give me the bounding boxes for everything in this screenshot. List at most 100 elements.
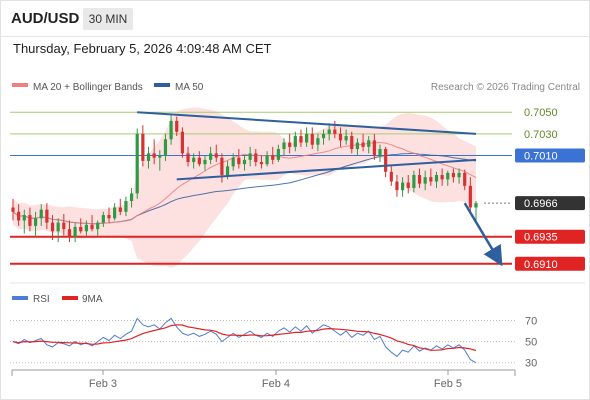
- candle-body: [118, 207, 122, 212]
- candle-body: [107, 215, 111, 219]
- ma20-legend-label: MA 20 + Bollinger Bands: [33, 82, 143, 93]
- candle-body: [56, 222, 60, 232]
- level-label-pivot: 0.7010: [524, 151, 558, 163]
- candle-body: [33, 218, 38, 226]
- moving-averages: [12, 141, 477, 225]
- candle-body: [321, 133, 326, 139]
- candle-body: [237, 157, 241, 165]
- candle-body: [50, 222, 55, 232]
- ma20-line: [12, 141, 477, 225]
- trendline: [176, 158, 477, 181]
- candle-body: [406, 182, 410, 188]
- time-tick-label: Feb 5: [434, 378, 462, 390]
- candle-body: [203, 159, 207, 165]
- level-label-support: 0.6910: [524, 259, 558, 271]
- candle-body: [468, 185, 472, 208]
- candle-body: [11, 207, 15, 212]
- level-label-support: 0.6935: [524, 232, 558, 244]
- candle-body: [152, 153, 156, 158]
- ma20-legend-swatch: [12, 83, 28, 87]
- candle-body: [73, 226, 77, 237]
- rsi-ma-line: [12, 324, 477, 352]
- candle-body: [361, 142, 365, 147]
- symbol-title: AUD/USD: [11, 10, 80, 27]
- candle-body: [440, 175, 444, 180]
- candle-body: [305, 133, 309, 143]
- time-axis: Feb 3 Feb 4 Feb 5: [11, 369, 516, 390]
- level-labels: 0.7050 0.7030 0.7010 0.6966 0.6935 0.6910: [515, 107, 585, 271]
- candle-body: [265, 155, 269, 165]
- candle-body: [197, 157, 201, 165]
- candle-body: [79, 226, 83, 232]
- chart-header: AUD/USD 30 MIN: [0, 0, 590, 36]
- key-levels: [10, 111, 512, 265]
- candle-body: [62, 222, 66, 230]
- candle-body: [316, 138, 320, 145]
- candle-body: [220, 157, 224, 176]
- candles: [11, 114, 478, 243]
- candle-body: [135, 133, 139, 194]
- candle-body: [429, 177, 433, 182]
- candle-body: [209, 153, 213, 160]
- candle-body: [124, 200, 128, 212]
- candle-body: [400, 182, 405, 191]
- candle-body: [17, 211, 21, 221]
- candle-body: [333, 129, 337, 134]
- candle-body: [180, 131, 184, 154]
- rsi-ma-legend-label: 9MA: [82, 294, 103, 305]
- candle-body: [90, 224, 94, 230]
- candle-body: [158, 155, 162, 158]
- candle-body: [214, 153, 218, 158]
- candle-body: [271, 155, 275, 160]
- candle-body: [338, 133, 343, 141]
- trendlines: [137, 111, 503, 267]
- candle-body: [242, 159, 247, 165]
- candle-body: [451, 172, 456, 178]
- candle-body: [463, 172, 467, 186]
- rsi-legend: RSI 9MA: [12, 294, 103, 305]
- candle-body: [45, 209, 49, 223]
- candle-body: [129, 193, 134, 201]
- ma50-legend-swatch: [154, 83, 170, 87]
- candle-body: [350, 136, 354, 150]
- candle-body: [372, 140, 376, 156]
- trendline: [137, 111, 477, 135]
- candle-body: [395, 181, 399, 191]
- rsi-tick-label: 70: [525, 316, 537, 328]
- candle-body: [344, 136, 348, 141]
- copyright-label: Research © 2026 Trading Central: [431, 82, 580, 93]
- rsi-tick-label: 30: [525, 358, 537, 370]
- candle-body: [254, 153, 258, 163]
- time-tick-label: Feb 3: [89, 378, 117, 390]
- candle-body: [96, 222, 100, 230]
- candle-body: [67, 229, 72, 237]
- candle-body: [310, 133, 314, 145]
- candle-body: [367, 140, 371, 147]
- rsi-legend-swatch: [12, 296, 28, 300]
- level-box-last: [515, 196, 585, 211]
- candle-body: [225, 166, 230, 176]
- candle-body: [259, 162, 264, 165]
- candle-body: [389, 171, 393, 182]
- candle-body: [355, 142, 360, 150]
- candle-body: [412, 175, 416, 188]
- candle-body: [282, 142, 286, 150]
- timeframe-button[interactable]: 30 MIN: [83, 8, 133, 30]
- candle-body: [423, 177, 427, 184]
- time-tick-label: Feb 4: [262, 378, 290, 390]
- level-box-pivot: [515, 148, 585, 163]
- candle-body: [163, 139, 168, 156]
- level-label-last: 0.6966: [524, 198, 558, 210]
- level-label-resistance: 0.7030: [524, 129, 558, 141]
- candle-body: [276, 149, 280, 160]
- candle-body: [22, 215, 26, 221]
- candle-body: [248, 153, 252, 160]
- candle-body: [28, 215, 32, 226]
- candle-body: [39, 209, 43, 219]
- forecast-arrow: [463, 202, 503, 267]
- candle-body: [288, 142, 292, 147]
- candle-body: [327, 129, 331, 134]
- candle-body: [378, 149, 382, 156]
- level-label-resistance: 0.7050: [524, 107, 558, 119]
